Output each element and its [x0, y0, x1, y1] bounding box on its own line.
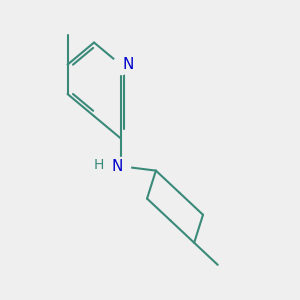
Text: H: H: [94, 158, 104, 172]
Text: N: N: [112, 159, 123, 174]
Text: N: N: [122, 57, 134, 72]
